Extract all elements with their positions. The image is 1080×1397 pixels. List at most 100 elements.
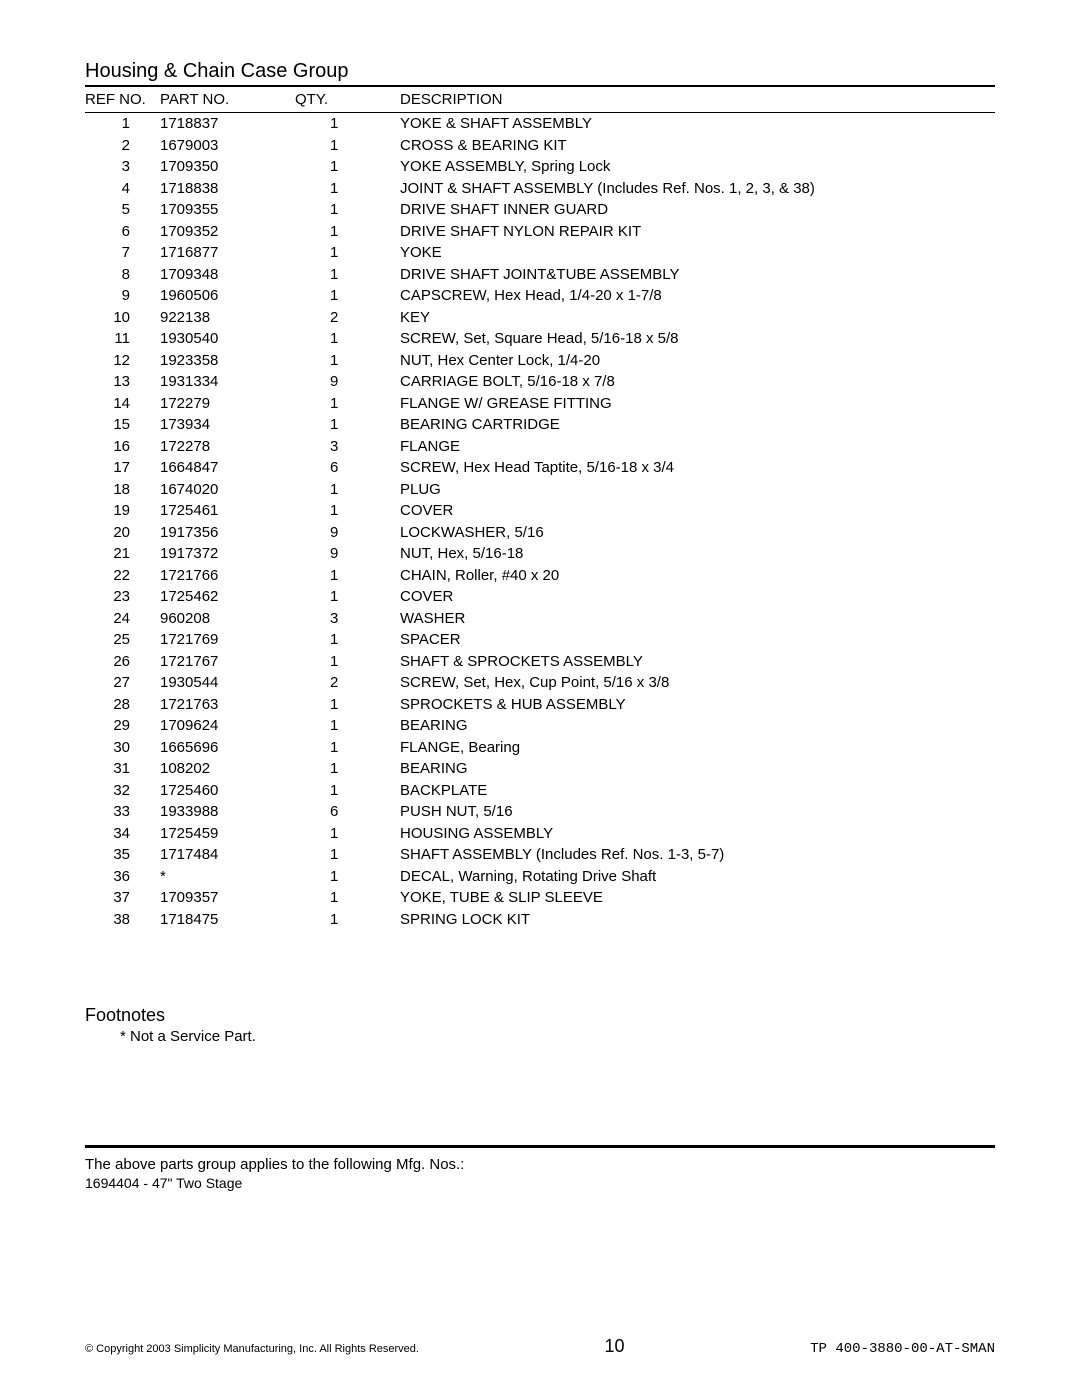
cell-part: * (160, 867, 295, 887)
cell-qty: 1 (295, 286, 385, 306)
cell-ref: 14 (85, 394, 160, 414)
cell-qty: 1 (295, 738, 385, 758)
cell-desc: JOINT & SHAFT ASSEMBLY (Includes Ref. No… (385, 179, 995, 199)
table-row: 2217217661CHAIN, Roller, #40 x 20 (85, 565, 995, 587)
cell-desc: SPROCKETS & HUB ASSEMBLY (385, 695, 995, 715)
table-row: 1219233581NUT, Hex Center Lock, 1/4-20 (85, 350, 995, 372)
cell-desc: PLUG (385, 480, 995, 500)
cell-desc: CROSS & BEARING KIT (385, 136, 995, 156)
table-row: 2119173729NUT, Hex, 5/16-18 (85, 543, 995, 565)
cell-desc: FLANGE, Bearing (385, 738, 995, 758)
cell-desc: COVER (385, 587, 995, 607)
cell-desc: BEARING (385, 716, 995, 736)
cell-part: 1930544 (160, 673, 295, 693)
col-header-part: PART NO. (160, 91, 295, 108)
cell-ref: 30 (85, 738, 160, 758)
table-row: 3517174841SHAFT ASSEMBLY (Includes Ref. … (85, 844, 995, 866)
cell-ref: 12 (85, 351, 160, 371)
parts-table-body: 117188371YOKE & SHAFT ASSEMBLY216790031C… (85, 113, 995, 930)
cell-ref: 8 (85, 265, 160, 285)
cell-desc: WASHER (385, 609, 995, 629)
cell-qty: 1 (295, 716, 385, 736)
table-row: 517093551DRIVE SHAFT INNER GUARD (85, 199, 995, 221)
cell-ref: 37 (85, 888, 160, 908)
cell-ref: 18 (85, 480, 160, 500)
cell-qty: 1 (295, 243, 385, 263)
cell-ref: 38 (85, 910, 160, 930)
cell-ref: 16 (85, 437, 160, 457)
cell-qty: 1 (295, 114, 385, 134)
cell-part: 108202 (160, 759, 295, 779)
footnotes-section: Footnotes * Not a Service Part. (85, 1005, 995, 1045)
table-row: 311082021BEARING (85, 758, 995, 780)
table-row: 151739341BEARING CARTRIDGE (85, 414, 995, 436)
cell-desc: BEARING CARTRIDGE (385, 415, 995, 435)
cell-part: 922138 (160, 308, 295, 328)
cell-part: 1725459 (160, 824, 295, 844)
cell-qty: 1 (295, 867, 385, 887)
cell-part: 960208 (160, 609, 295, 629)
cell-qty: 2 (295, 308, 385, 328)
cell-part: 1721763 (160, 695, 295, 715)
table-row: 2719305442SCREW, Set, Hex, Cup Point, 5/… (85, 672, 995, 694)
table-row: 36*1DECAL, Warning, Rotating Drive Shaft (85, 866, 995, 888)
col-header-qty: QTY. (295, 91, 385, 108)
cell-ref: 36 (85, 867, 160, 887)
cell-ref: 3 (85, 157, 160, 177)
cell-desc: SCREW, Set, Square Head, 5/16-18 x 5/8 (385, 329, 995, 349)
cell-part: 1717484 (160, 845, 295, 865)
page-number: 10 (605, 1336, 625, 1357)
table-row: 1716648476SCREW, Hex Head Taptite, 5/16-… (85, 457, 995, 479)
cell-part: 1674020 (160, 480, 295, 500)
cell-ref: 2 (85, 136, 160, 156)
cell-qty: 1 (295, 157, 385, 177)
applies-heading: The above parts group applies to the fol… (85, 1156, 995, 1173)
cell-qty: 1 (295, 695, 385, 715)
cell-desc: SPACER (385, 630, 995, 650)
cell-qty: 1 (295, 587, 385, 607)
cell-ref: 25 (85, 630, 160, 650)
cell-qty: 6 (295, 802, 385, 822)
cell-desc: YOKE ASSEMBLY, Spring Lock (385, 157, 995, 177)
cell-desc: CAPSCREW, Hex Head, 1/4-20 x 1-7/8 (385, 286, 995, 306)
cell-part: 1709624 (160, 716, 295, 736)
cell-part: 1725462 (160, 587, 295, 607)
cell-ref: 28 (85, 695, 160, 715)
cell-desc: NUT, Hex, 5/16-18 (385, 544, 995, 564)
cell-qty: 9 (295, 523, 385, 543)
cell-desc: CHAIN, Roller, #40 x 20 (385, 566, 995, 586)
table-row: 3016656961FLANGE, Bearing (85, 737, 995, 759)
table-row: 3217254601BACKPLATE (85, 780, 995, 802)
group-title: Housing & Chain Case Group (85, 60, 995, 83)
table-row: 2917096241BEARING (85, 715, 995, 737)
table-row: 141722791FLANGE W/ GREASE FITTING (85, 393, 995, 415)
cell-part: 1709357 (160, 888, 295, 908)
table-row: 2517217691SPACER (85, 629, 995, 651)
table-row: 109221382KEY (85, 307, 995, 329)
cell-qty: 3 (295, 437, 385, 457)
cell-part: 1709348 (160, 265, 295, 285)
cell-desc: YOKE (385, 243, 995, 263)
table-row: 317093501YOKE ASSEMBLY, Spring Lock (85, 156, 995, 178)
table-row: 3717093571YOKE, TUBE & SLIP SLEEVE (85, 887, 995, 909)
cell-qty: 1 (295, 329, 385, 349)
table-row: 1119305401SCREW, Set, Square Head, 5/16-… (85, 328, 995, 350)
cell-ref: 32 (85, 781, 160, 801)
cell-desc: BEARING (385, 759, 995, 779)
cell-ref: 13 (85, 372, 160, 392)
cell-part: 1721769 (160, 630, 295, 650)
footnotes-title: Footnotes (85, 1005, 995, 1026)
table-row: 2317254621COVER (85, 586, 995, 608)
cell-desc: DRIVE SHAFT NYLON REPAIR KIT (385, 222, 995, 242)
cell-qty: 1 (295, 566, 385, 586)
cell-qty: 9 (295, 372, 385, 392)
cell-desc: SHAFT ASSEMBLY (Includes Ref. Nos. 1-3, … (385, 845, 995, 865)
cell-desc: COVER (385, 501, 995, 521)
cell-qty: 1 (295, 179, 385, 199)
table-row: 2817217631SPROCKETS & HUB ASSEMBLY (85, 694, 995, 716)
col-header-desc: DESCRIPTION (385, 91, 995, 108)
cell-part: 1709355 (160, 200, 295, 220)
cell-qty: 1 (295, 888, 385, 908)
cell-part: 1709350 (160, 157, 295, 177)
applies-line: 1694404 - 47" Two Stage (85, 1175, 995, 1191)
